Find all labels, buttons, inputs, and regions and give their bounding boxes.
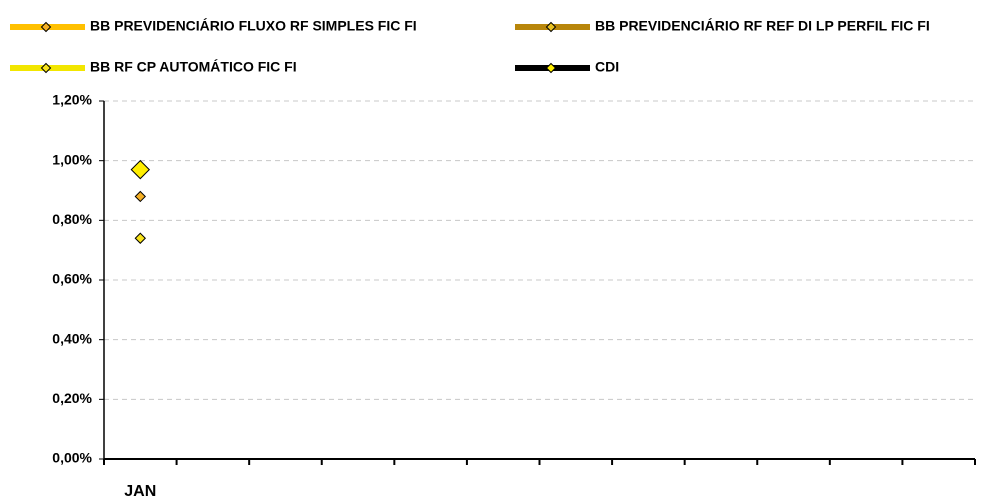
y-tick-label: 1,20% xyxy=(52,92,92,108)
y-tick-label: 0,20% xyxy=(52,390,92,406)
legend-marker xyxy=(40,62,52,74)
legend-marker xyxy=(40,21,52,33)
y-tick-label: 0,40% xyxy=(52,330,92,346)
legend-label: CDI xyxy=(595,59,619,75)
point-marker xyxy=(134,232,146,244)
legend-marker xyxy=(545,21,557,33)
y-tick-label: 0,60% xyxy=(52,271,92,287)
y-tick-label: 0,80% xyxy=(52,211,92,227)
point-marker xyxy=(134,190,146,203)
point-marker xyxy=(130,159,150,180)
legend-label: BB PREVIDENCIÁRIO RF REF DI LP PERFIL FI… xyxy=(595,18,930,34)
legend-label: BB PREVIDENCIÁRIO FLUXO RF SIMPLES FIC F… xyxy=(90,18,417,34)
y-tick-label: 0,00% xyxy=(52,450,92,466)
legend-marker xyxy=(545,62,557,74)
legend-label: BB RF CP AUTOMÁTICO FIC FI xyxy=(90,59,297,75)
y-tick-label: 1,00% xyxy=(52,151,92,167)
x-tick-label: JAN xyxy=(124,483,156,500)
